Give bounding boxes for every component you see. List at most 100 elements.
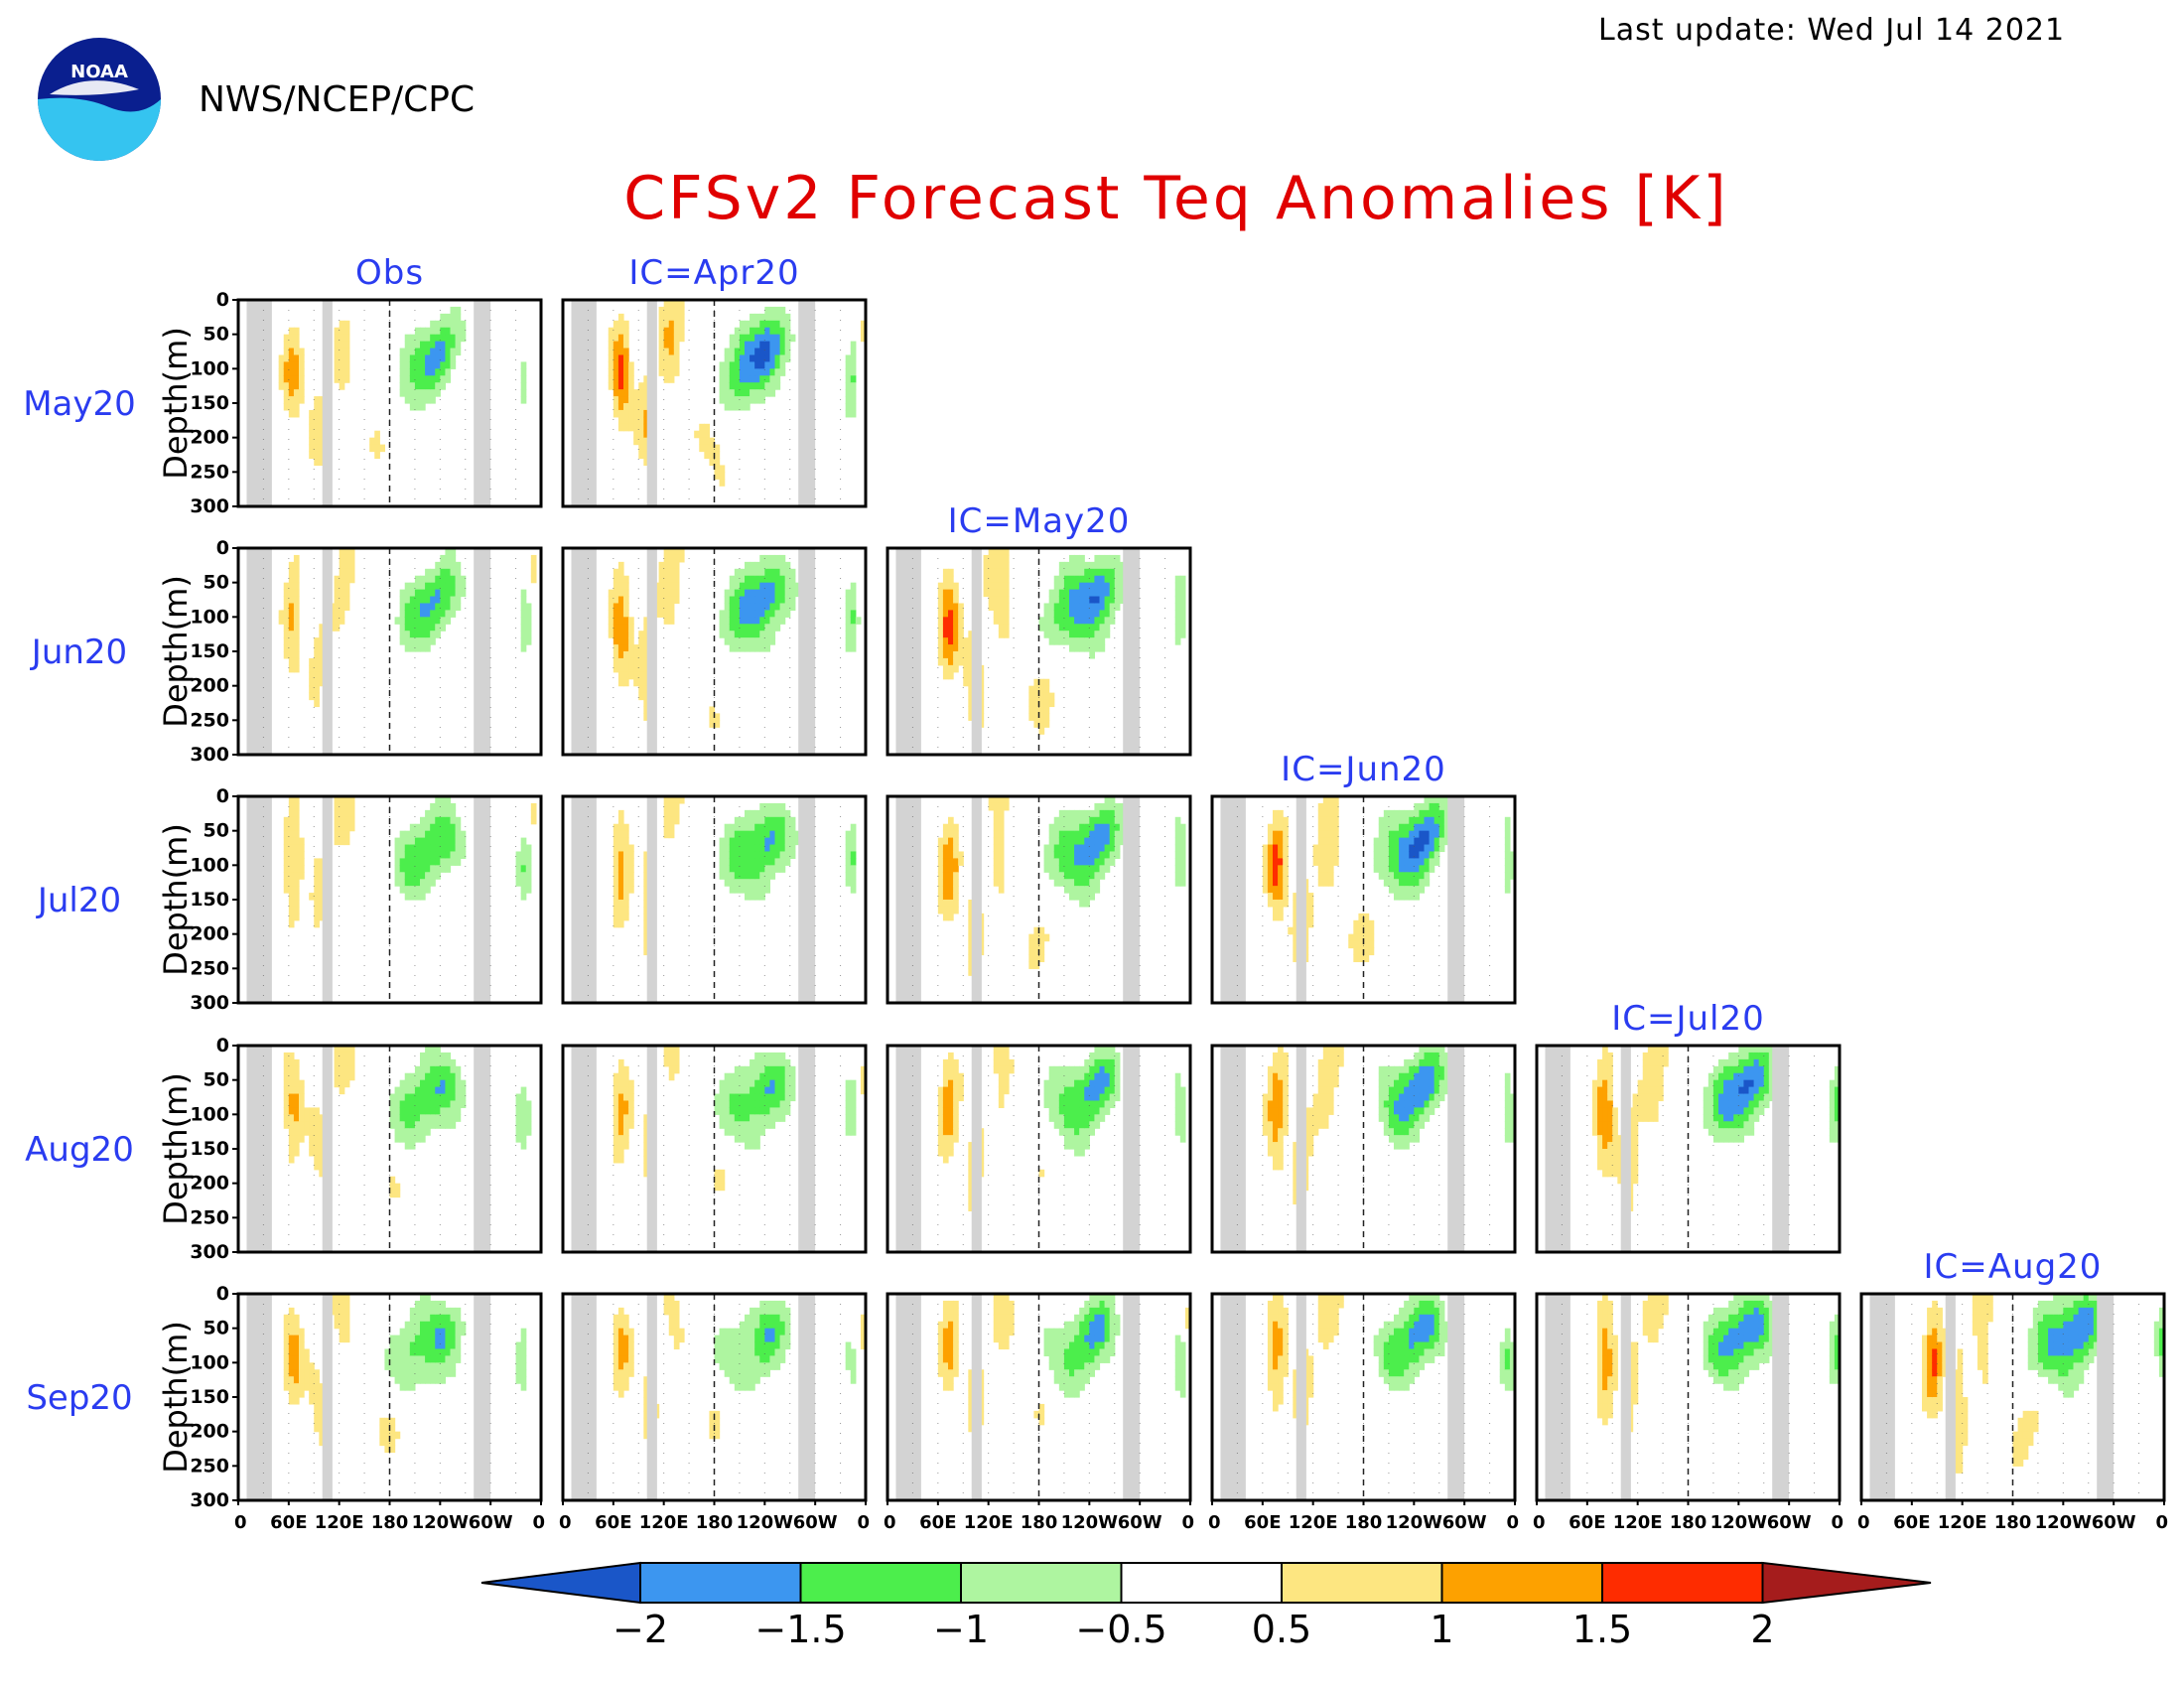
field-cell bbox=[288, 1142, 295, 1150]
field-cell bbox=[1394, 858, 1400, 866]
field-cell bbox=[1712, 1065, 1719, 1074]
field-cell bbox=[845, 624, 852, 632]
field-cell bbox=[613, 568, 619, 577]
field-cell bbox=[1058, 568, 1065, 577]
field-cell bbox=[628, 389, 634, 397]
field-cell bbox=[343, 575, 350, 584]
field-cell bbox=[430, 603, 436, 611]
field-cell bbox=[1033, 961, 1040, 969]
field-cell bbox=[968, 968, 975, 976]
land-mask bbox=[246, 796, 272, 1003]
field-cell bbox=[1278, 1072, 1284, 1081]
field-cell bbox=[745, 582, 751, 591]
field-cell bbox=[750, 1128, 755, 1136]
field-cell bbox=[314, 872, 320, 880]
field-cell bbox=[1753, 1114, 1760, 1122]
field-cell bbox=[293, 568, 300, 577]
field-cell bbox=[754, 603, 760, 611]
field-cell bbox=[729, 1100, 736, 1108]
field-cell bbox=[1322, 823, 1329, 832]
field-cell bbox=[789, 1079, 796, 1088]
field-cell bbox=[1079, 568, 1085, 577]
field-cell bbox=[745, 823, 751, 832]
field-cell bbox=[953, 1058, 959, 1067]
field-cell bbox=[617, 1328, 624, 1336]
field-cell bbox=[440, 354, 447, 362]
field-cell bbox=[1089, 637, 1096, 645]
field-cell bbox=[435, 589, 441, 598]
field-cell bbox=[750, 348, 755, 356]
field-cell bbox=[1043, 699, 1050, 708]
field-cell bbox=[754, 368, 760, 376]
field-cell bbox=[1058, 872, 1065, 880]
field-cell bbox=[1327, 1046, 1334, 1054]
field-cell bbox=[430, 844, 436, 853]
land-mask bbox=[571, 300, 597, 506]
field-cell bbox=[283, 1362, 290, 1370]
field-cell bbox=[774, 375, 781, 383]
field-cell bbox=[1834, 1100, 1840, 1108]
field-cell bbox=[942, 1114, 949, 1122]
field-cell bbox=[953, 858, 959, 866]
field-cell bbox=[764, 1058, 771, 1067]
field-cell bbox=[430, 879, 436, 887]
field-cell bbox=[673, 327, 680, 336]
field-cell bbox=[948, 1121, 954, 1129]
field-cell bbox=[1084, 575, 1090, 584]
field-cell bbox=[1763, 1052, 1770, 1060]
field-cell bbox=[643, 651, 650, 659]
field-cell bbox=[1003, 1072, 1010, 1081]
field-cell bbox=[1278, 872, 1284, 880]
field-cell bbox=[334, 809, 341, 818]
field-cell bbox=[1307, 1114, 1314, 1122]
field-cell bbox=[293, 561, 300, 570]
field-cell bbox=[304, 1355, 310, 1363]
field-cell bbox=[394, 1369, 401, 1377]
field-cell bbox=[937, 631, 944, 638]
field-cell bbox=[953, 906, 959, 914]
field-cell bbox=[608, 348, 614, 356]
field-cell bbox=[299, 1128, 305, 1136]
field-cell bbox=[724, 631, 731, 638]
field-cell bbox=[754, 865, 760, 873]
field-cell bbox=[784, 837, 791, 846]
field-cell bbox=[1738, 1065, 1745, 1074]
field-cell bbox=[739, 1114, 746, 1122]
field-cell bbox=[1743, 1065, 1750, 1074]
field-cell bbox=[779, 823, 786, 832]
field-cell bbox=[425, 603, 431, 611]
field-cell bbox=[288, 1390, 295, 1398]
field-cell bbox=[1758, 1100, 1765, 1108]
field-cell bbox=[993, 872, 1000, 880]
field-cell bbox=[617, 603, 624, 611]
field-cell bbox=[739, 327, 746, 336]
field-cell bbox=[288, 837, 295, 846]
field-cell bbox=[1048, 637, 1055, 645]
field-cell bbox=[628, 1100, 634, 1108]
field-cell bbox=[1378, 851, 1385, 859]
field-cell bbox=[309, 1383, 315, 1391]
field-cell bbox=[435, 1376, 441, 1384]
field-cell bbox=[769, 306, 776, 315]
field-cell bbox=[1094, 1072, 1101, 1081]
field-cell bbox=[754, 1142, 760, 1150]
field-cell bbox=[384, 1431, 391, 1440]
field-cell bbox=[998, 1093, 1005, 1102]
field-cell bbox=[1758, 1065, 1765, 1074]
field-cell bbox=[288, 334, 295, 343]
field-cell bbox=[1312, 1093, 1319, 1102]
field-cell bbox=[613, 617, 619, 625]
field-cell bbox=[1637, 1100, 1644, 1108]
field-cell bbox=[460, 1100, 467, 1108]
field-cell bbox=[1114, 561, 1121, 570]
field-cell bbox=[1399, 830, 1405, 839]
field-cell bbox=[953, 651, 959, 659]
field-cell bbox=[779, 582, 786, 591]
field-cell bbox=[1174, 589, 1181, 598]
field-cell bbox=[1273, 913, 1279, 921]
field-cell bbox=[1003, 582, 1010, 591]
field-cell bbox=[1404, 809, 1410, 818]
field-cell bbox=[1307, 1128, 1314, 1136]
field-cell bbox=[404, 1142, 411, 1150]
field-cell bbox=[1179, 631, 1186, 638]
